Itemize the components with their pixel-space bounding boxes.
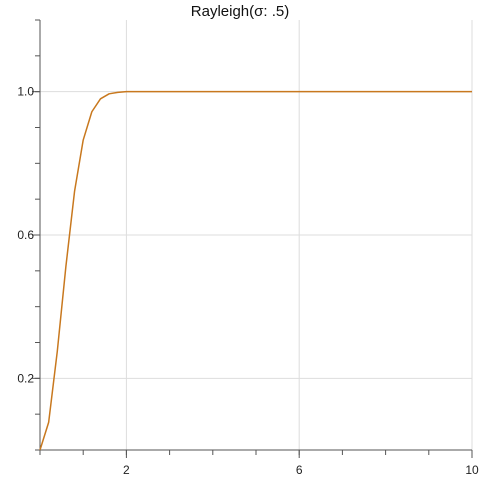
series-line bbox=[39, 90, 472, 451]
grid bbox=[40, 20, 473, 450]
chart-title: Rayleigh(σ: .5) bbox=[191, 3, 289, 20]
y-tick-label: 1.0 bbox=[17, 85, 34, 99]
series-layer bbox=[39, 90, 472, 451]
y-tick-label: 0.6 bbox=[17, 228, 34, 242]
y-tick-label: 0.2 bbox=[17, 371, 34, 385]
tick-labels: 2 6 10 0.2 0.6 1.0 bbox=[17, 85, 479, 477]
x-tick-label: 6 bbox=[296, 463, 303, 477]
x-tick-label: 10 bbox=[465, 463, 479, 477]
x-tick-label: 2 bbox=[123, 463, 130, 477]
axes bbox=[32, 19, 473, 458]
